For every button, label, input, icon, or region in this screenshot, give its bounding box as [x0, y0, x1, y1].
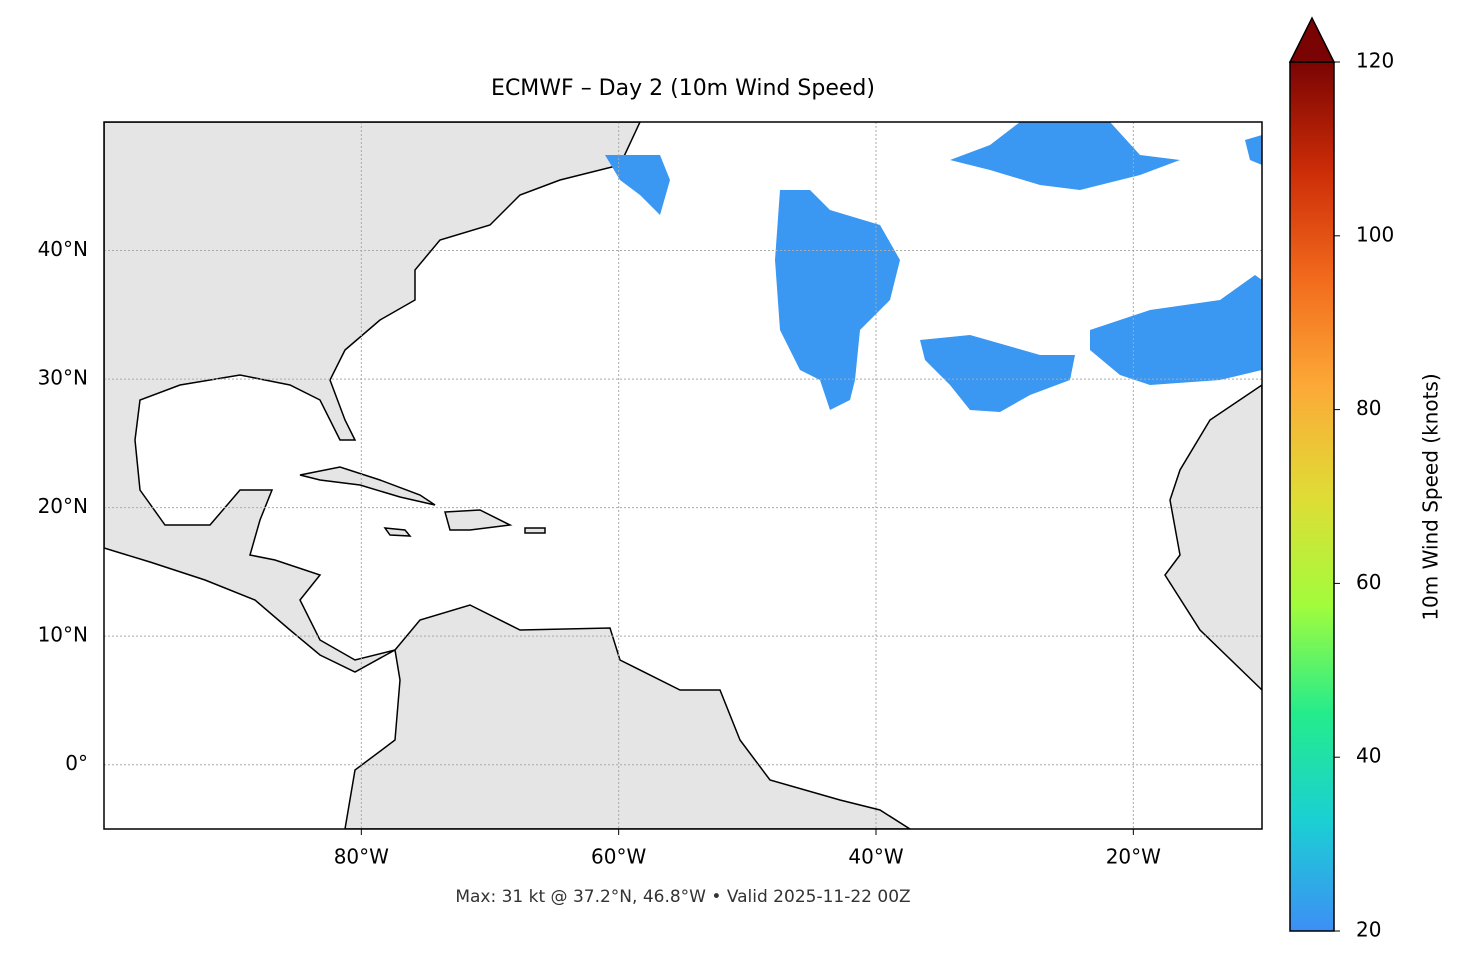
- jamaica: [383, 527, 412, 537]
- footnote: Max: 31 kt @ 37.2°N, 46.8°W • Valid 2025…: [455, 887, 910, 907]
- colorbar-extend: [1288, 16, 1336, 63]
- x-tick-label: 20°W: [1106, 845, 1161, 869]
- map-frame: [103, 121, 1263, 830]
- y-tick-label: 40°N: [38, 237, 88, 261]
- wind-area: [1245, 135, 1262, 165]
- y-tick-label: 0°: [65, 751, 88, 775]
- africa: [1164, 384, 1262, 692]
- wind-area: [775, 190, 900, 410]
- colorbar: [1290, 62, 1334, 931]
- grid: [104, 122, 1262, 829]
- colorbar-tick-label: 60: [1356, 570, 1381, 594]
- x-tick-label: 80°W: [334, 845, 389, 869]
- y-tick-label: 30°N: [38, 366, 88, 390]
- hispaniola: [444, 509, 513, 531]
- x-tick-label: 60°W: [591, 845, 646, 869]
- y-tick-label: 10°N: [38, 623, 88, 647]
- y-tick-label: 20°N: [38, 494, 88, 518]
- puerto-rico: [524, 527, 546, 534]
- cuba: [299, 466, 436, 506]
- wind-area: [920, 335, 1075, 412]
- north-america: [104, 122, 641, 673]
- colorbar-tick-label: 40: [1356, 744, 1381, 768]
- chart-title: ECMWF – Day 2 (10m Wind Speed): [491, 76, 875, 101]
- colorbar-tick-label: 120: [1356, 49, 1394, 73]
- wind-area: [950, 122, 1180, 190]
- colorbar-frame: [1289, 61, 1335, 932]
- colorbar-tick-label: 80: [1356, 396, 1381, 420]
- map-layer: [104, 122, 1262, 829]
- wind-area: [605, 155, 670, 215]
- south-america: [344, 604, 912, 829]
- colorbar-tick-label: 20: [1356, 918, 1381, 942]
- colorbar-label: 10m Wind Speed (knots): [1419, 373, 1443, 620]
- x-tick-label: 40°W: [848, 845, 903, 869]
- wind-area: [1090, 275, 1262, 385]
- colorbar-tick-label: 100: [1356, 222, 1394, 246]
